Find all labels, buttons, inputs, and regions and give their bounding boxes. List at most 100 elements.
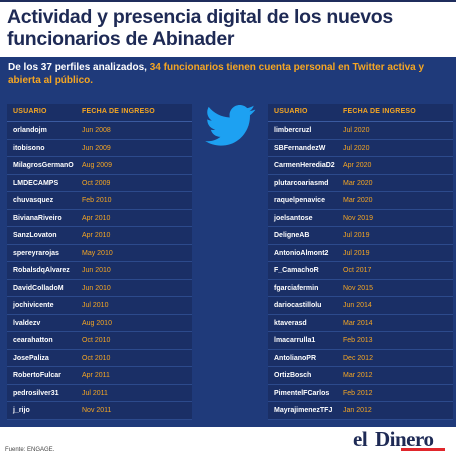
date-cell: Oct 2010 (82, 337, 111, 344)
date-cell: Oct 2017 (343, 267, 372, 274)
table-row: MilagrosGermanO Aug 2009 (7, 157, 192, 175)
column-header-fecha: FECHA DE INGRESO (343, 108, 416, 115)
table-row: AntonioAlmont2 Jul 2019 (268, 245, 453, 262)
table-row: LMDECAMPS Oct 2009 (7, 175, 192, 192)
username-cell: lvaldezv (13, 319, 41, 327)
username-cell: AntolianoPR (274, 354, 316, 362)
date-cell: Jul 2020 (343, 144, 370, 152)
date-cell: Apr 2020 (343, 162, 372, 169)
table-row: j_rijo Nov 2011 (7, 402, 192, 420)
subtitle-text: De los 37 perfiles analizados, (8, 62, 150, 73)
username-cell: SanzLovaton (13, 232, 57, 239)
eldinero-logo: el Dinero (353, 427, 449, 453)
username-cell: spereyrarojas (13, 249, 59, 257)
table-row: DavidColladoM Jun 2010 (7, 280, 192, 297)
username-cell: lmacarrulla1 (274, 337, 316, 344)
table-row: MayrajimenezTFJ Jan 2012 (268, 402, 453, 420)
date-cell: Jun 2014 (343, 302, 372, 309)
username-cell: jochivicente (13, 302, 54, 309)
date-cell: May 2010 (82, 249, 113, 257)
date-cell: Nov 2015 (343, 284, 373, 292)
date-cell: Nov 2011 (82, 407, 112, 414)
username-cell: itobisono (13, 144, 45, 152)
date-cell: Mar 2020 (343, 197, 373, 204)
username-cell: SBFernandezW (274, 144, 326, 152)
table-row: DeligneAB Jul 2019 (268, 227, 453, 245)
date-cell: Aug 2009 (82, 162, 112, 169)
username-cell: MilagrosGermanO (13, 162, 74, 169)
logo-dinero: Dinero (375, 427, 434, 451)
column-header-fecha: FECHA DE INGRESO (82, 108, 155, 115)
top-rule (0, 0, 456, 2)
table-row: F_CamachoR Oct 2017 (268, 262, 453, 280)
column-header-usuario: USUARIO (13, 108, 47, 115)
username-cell: RobalsdqAlvarez (13, 267, 70, 274)
table-row: SBFernandezW Jul 2020 (268, 140, 453, 157)
page-title: Actividad y presencia digital de los nue… (7, 6, 393, 50)
username-cell: AntonioAlmont2 (274, 249, 329, 257)
twitter-bird-icon (205, 105, 256, 146)
username-cell: raquelpenavice (274, 197, 325, 204)
table-header: USUARIO FECHA DE INGRESO (268, 104, 453, 122)
date-cell: Apr 2010 (82, 232, 111, 239)
username-cell: BivianaRiveiro (13, 214, 62, 222)
username-cell: orlandojm (13, 127, 47, 134)
date-cell: Jan 2012 (343, 407, 372, 414)
date-cell: Jul 2010 (82, 302, 109, 309)
table-row: AntolianoPR Dec 2012 (268, 350, 453, 367)
table-row: lmacarrulla1 Feb 2013 (268, 332, 453, 350)
username-cell: j_rijo (13, 407, 30, 414)
date-cell: Apr 2011 (82, 372, 110, 379)
date-cell: Jun 2010 (82, 284, 111, 292)
date-cell: Dec 2012 (343, 354, 373, 362)
table-row: jochivicente Jul 2010 (7, 297, 192, 315)
username-cell: RobertoFulcar (13, 372, 61, 379)
table-row: spereyrarojas May 2010 (7, 245, 192, 262)
username-cell: JosePaliza (13, 354, 49, 362)
username-cell: plutarcoariasmd (274, 179, 329, 187)
table-row: plutarcoariasmd Mar 2020 (268, 175, 453, 192)
date-cell: Jul 2019 (343, 249, 370, 257)
username-cell: PimentelFCarlos (274, 389, 330, 397)
table-row: lvaldezv Aug 2010 (7, 315, 192, 332)
table-row: dariocastillolu Jun 2014 (268, 297, 453, 315)
table-left: USUARIO FECHA DE INGRESO orlandojm Jun 20… (7, 104, 192, 420)
table-row: ktaverasd Mar 2014 (268, 315, 453, 332)
username-cell: CarmenHerediaD2 (274, 162, 335, 169)
table-row: joelsantose Nov 2019 (268, 210, 453, 227)
username-cell: DavidColladoM (13, 284, 64, 292)
table-header: USUARIO FECHA DE INGRESO (7, 104, 192, 122)
footer (0, 427, 456, 456)
table-row: SanzLovaton Apr 2010 (7, 227, 192, 245)
username-cell: MayrajimenezTFJ (274, 407, 333, 414)
table-row: cearahatton Oct 2010 (7, 332, 192, 350)
date-cell: Jun 2009 (82, 144, 111, 152)
subtitle: De los 37 perfiles analizados, 34 funcio… (8, 61, 448, 87)
username-cell: OrtizBosch (274, 372, 312, 379)
column-header-usuario: USUARIO (274, 108, 308, 115)
header: Actividad y presencia digital de los nue… (0, 0, 456, 57)
table-row: fgarciafermin Nov 2015 (268, 280, 453, 297)
table-row: limbercruzl Jul 2020 (268, 122, 453, 140)
date-cell: Mar 2020 (343, 179, 373, 187)
date-cell: Mar 2014 (343, 319, 373, 327)
table-row: RobertoFulcar Apr 2011 (7, 367, 192, 385)
username-cell: ktaverasd (274, 319, 307, 327)
username-cell: joelsantose (274, 214, 313, 222)
subtitle-highlight: 34 funcionarios tienen cuenta personal e… (8, 62, 425, 86)
table-row: itobisono Jun 2009 (7, 140, 192, 157)
username-cell: LMDECAMPS (13, 179, 59, 187)
table-right: USUARIO FECHA DE INGRESO limbercruzl Jul … (268, 104, 453, 420)
date-cell: Apr 2010 (82, 214, 111, 222)
date-cell: Feb 2013 (343, 337, 373, 344)
logo-el: el (353, 427, 368, 451)
table-row: JosePaliza Oct 2010 (7, 350, 192, 367)
date-cell: Oct 2009 (82, 179, 111, 187)
date-cell: Jun 2008 (82, 127, 111, 134)
table-row: PimentelFCarlos Feb 2012 (268, 385, 453, 402)
date-cell: Jul 2019 (343, 232, 370, 239)
date-cell: Jun 2010 (82, 267, 111, 274)
table-row: orlandojm Jun 2008 (7, 122, 192, 140)
username-cell: limbercruzl (274, 127, 312, 134)
date-cell: Aug 2010 (82, 319, 112, 327)
